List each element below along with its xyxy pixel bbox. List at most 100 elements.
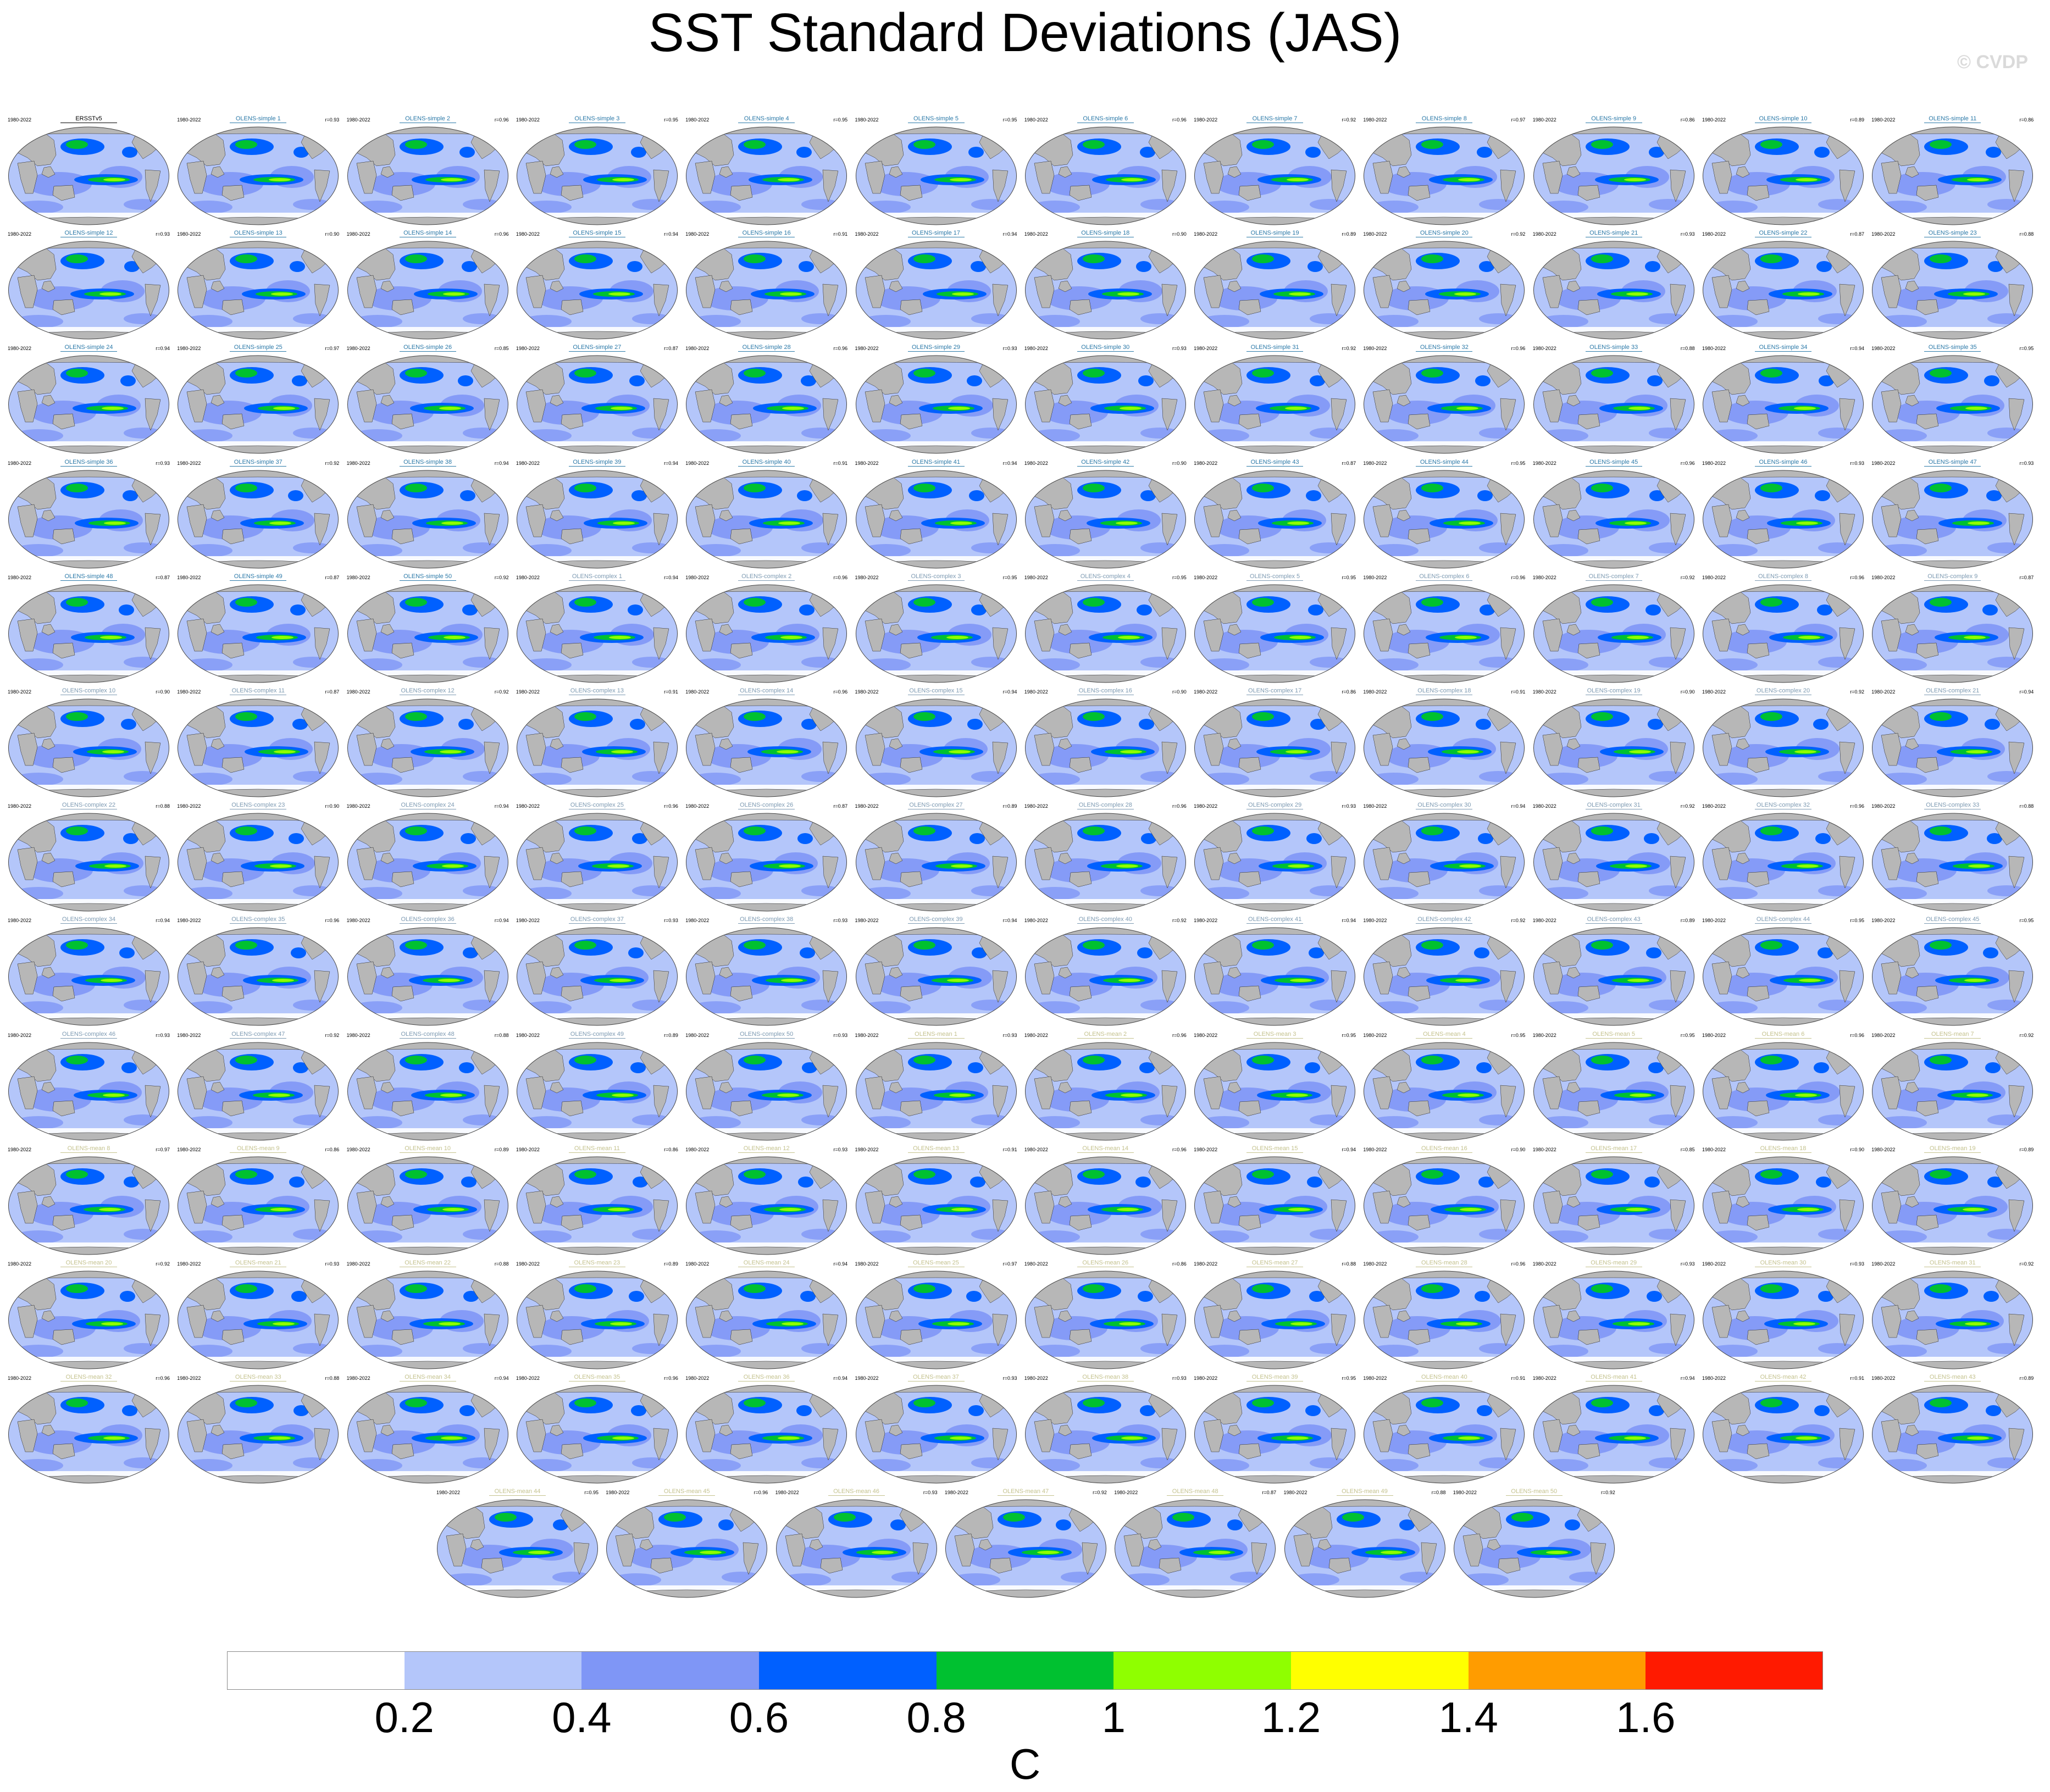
map-panel: 1980-2022 OLENS-simple 44 r=0.95 [1361, 456, 1527, 572]
sst-region-enso-peak [780, 635, 803, 639]
sst-region-high-north-atlantic [122, 1405, 137, 1417]
sst-region-peak-north-pacific [1591, 1284, 1613, 1293]
antarctica-landmass [8, 789, 169, 797]
antarctica-landmass [1364, 1475, 1525, 1484]
sst-region-moderate [194, 629, 261, 654]
sst-region-enso-peak [1118, 979, 1140, 983]
sst-region-peak-north-pacific [66, 140, 88, 149]
sst-region-enso-peak [272, 979, 295, 983]
sst-region-moderate [1550, 401, 1617, 425]
sst-region-moderate [1140, 1457, 1179, 1469]
map-panel: 1980-2022 OLENS-complex 14 r=0.96 [683, 685, 850, 800]
sst-region-peak-north-pacific [913, 254, 935, 264]
sst-region-peak-north-pacific [405, 140, 427, 149]
map-contents [517, 1156, 678, 1255]
sst-region-enso-peak [270, 1207, 293, 1211]
map-outline [1872, 813, 2034, 912]
sst-region-enso-peak [1117, 635, 1140, 639]
panel-title: OLENS-complex 5 [1250, 573, 1300, 580]
sst-region-high-north-atlantic [1814, 1062, 1829, 1073]
panel-title-underline [568, 465, 625, 467]
map-contents [1284, 1500, 1445, 1598]
map-outline [1533, 1156, 1694, 1255]
panel-title: OLENS-simple 11 [1929, 115, 1977, 122]
australia-landmass [391, 871, 414, 887]
map-panel: 1980-2022 OLENS-simple 22 r=0.87 [1700, 227, 1866, 342]
maritime-continent-landmass [1227, 967, 1242, 979]
sst-region-peak-north-pacific [913, 1169, 935, 1179]
sst-region-peak-north-pacific [1591, 941, 1613, 950]
sst-region-peak-north-pacific [66, 483, 88, 492]
panel-period-label: 1980-2022 [1532, 117, 1556, 123]
map-panel: 1980-2022 OLENS-mean 19 r=0.89 [1869, 1142, 2036, 1258]
sst-region-high-north-atlantic [966, 375, 982, 387]
panel-title: OLENS-complex 12 [401, 687, 455, 694]
panel-title: OLENS-simple 48 [64, 573, 113, 580]
africa-landmass [356, 618, 376, 652]
panel-title: OLENS-simple 15 [573, 230, 622, 237]
sst-region-moderate [1987, 656, 2026, 668]
south-america-landmass [653, 398, 669, 431]
sst-region-moderate [1648, 1457, 1687, 1469]
panel-title: OLENS-simple 21 [1589, 230, 1638, 237]
map-outline [1533, 813, 1694, 912]
sst-std-map [1533, 927, 1694, 1026]
map-outline [347, 584, 508, 683]
panel-correlation-label: r=0.94 [1002, 460, 1017, 466]
antarctica-landmass [517, 1475, 678, 1484]
sst-region-enso-peak [1963, 292, 1986, 296]
sst-region-moderate [1549, 973, 1616, 997]
map-contents [1872, 928, 2033, 1026]
africa-landmass [446, 1534, 467, 1567]
map-contents [1194, 1156, 1355, 1255]
antarctica-landmass [347, 1018, 508, 1026]
map-outline [1702, 470, 1864, 569]
map-contents [178, 928, 339, 1026]
sst-region-enso-peak [104, 864, 126, 868]
map-contents [1025, 241, 1186, 340]
map-outline [1533, 927, 1694, 1026]
sst-region-moderate [535, 515, 601, 540]
sst-region-high-north-atlantic [801, 719, 817, 730]
south-america-landmass [1331, 1313, 1347, 1346]
south-america-landmass [1500, 627, 1516, 660]
south-america-landmass [1839, 169, 1855, 202]
australia-landmass [52, 528, 75, 544]
sst-std-map [1872, 126, 2034, 225]
panel-correlation-label: r=0.95 [1172, 574, 1187, 580]
south-america-landmass [484, 1313, 500, 1346]
map-contents [1533, 1156, 1694, 1255]
map-contents [1533, 470, 1694, 568]
south-america-landmass [1161, 1199, 1178, 1232]
sst-region-enso-peak [1037, 1551, 1059, 1555]
panel-title: OLENS-mean 32 [65, 1374, 112, 1381]
map-outline [1194, 1385, 1356, 1484]
panel-correlation-label: r=0.93 [325, 117, 340, 123]
sst-region-high-north-atlantic [1986, 490, 2002, 501]
map-outline [1453, 1499, 1615, 1598]
map-contents [1364, 1156, 1525, 1255]
sst-region-enso-peak [778, 178, 800, 181]
map-outline [1284, 1499, 1445, 1598]
panel-period-label: 1980-2022 [685, 1375, 710, 1382]
map-panel: 1980-2022 OLENS-mean 2 r=0.96 [1022, 1028, 1189, 1144]
map-panel: 1980-2022 OLENS-mean 40 r=0.91 [1361, 1371, 1527, 1486]
antarctica-landmass [1872, 789, 2033, 797]
panel-period-label: 1980-2022 [8, 689, 32, 695]
map-contents [1025, 1271, 1186, 1369]
australia-landmass [989, 1558, 1012, 1574]
maritime-continent-landmass [210, 280, 225, 292]
panel-period-label: 1980-2022 [1871, 574, 1896, 580]
sst-region-peak-north-pacific [1082, 597, 1105, 607]
australia-landmass [1238, 1100, 1261, 1116]
map-panel: 1980-2022 OLENS-simple 10 r=0.89 [1700, 113, 1866, 228]
map-panel: 1980-2022 OLENS-simple 28 r=0.96 [683, 341, 850, 457]
antarctica-landmass [1703, 217, 1864, 225]
sst-region-enso-peak [951, 1207, 973, 1211]
maritime-continent-landmass [719, 395, 733, 407]
map-panel: 1980-2022 OLENS-mean 39 r=0.95 [1192, 1371, 1358, 1486]
antarctica-landmass [1364, 903, 1525, 912]
australia-landmass [1159, 1558, 1182, 1574]
map-contents [1194, 813, 1355, 912]
sst-region-peak-north-pacific [913, 826, 935, 836]
